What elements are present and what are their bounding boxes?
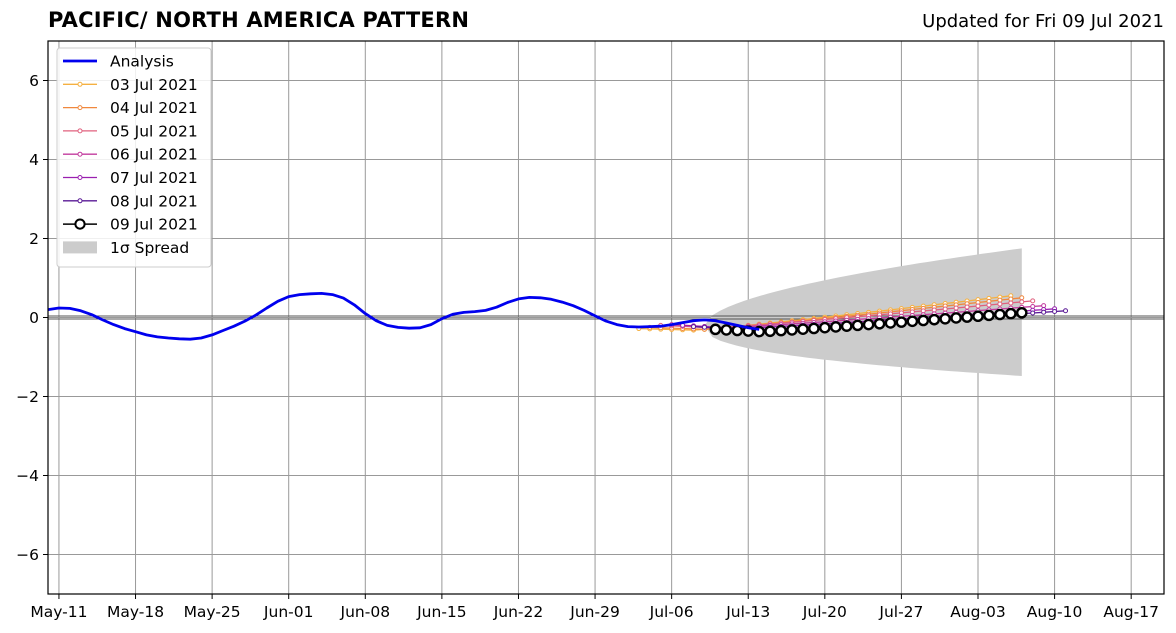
legend-marker xyxy=(77,81,83,87)
forecast-point xyxy=(953,305,959,311)
x-tick-label: Jun-01 xyxy=(263,603,314,621)
forecast-point xyxy=(819,321,831,334)
y-tick-label: 0 xyxy=(29,309,39,327)
forecast-point xyxy=(1008,296,1014,302)
forecast-point xyxy=(1041,309,1047,315)
x-tick-label: May-11 xyxy=(30,603,87,621)
x-tick-label: May-25 xyxy=(184,603,241,621)
forecast-point xyxy=(1005,307,1017,320)
y-tick-label: −2 xyxy=(16,388,39,406)
forecast-point xyxy=(851,319,864,332)
forecast-point xyxy=(840,320,853,332)
analysis-line xyxy=(47,291,760,341)
x-tick-label: Aug-10 xyxy=(1027,603,1083,621)
forecast-point xyxy=(1015,306,1028,319)
forecast-point xyxy=(691,324,697,330)
forecast-point xyxy=(1052,309,1058,315)
forecast-point xyxy=(873,317,886,330)
forecast-point xyxy=(975,303,981,309)
forecast-point xyxy=(994,308,1006,321)
forecast-point xyxy=(997,301,1003,307)
forecast-point xyxy=(895,316,908,328)
forecast-point xyxy=(829,321,842,333)
x-tick-label: Jul-13 xyxy=(725,603,770,621)
legend-label: 09 Jul 2021 xyxy=(110,216,198,234)
axis-ticks: −6 −4 −2 0 2 4 6 May-11 May-18 May-25 Jun-01 Jun-08… xyxy=(16,72,1159,621)
forecast-point xyxy=(983,309,995,322)
forecast-point xyxy=(906,315,919,328)
x-tick-label: Jun-15 xyxy=(416,603,467,621)
y-tick-label: −4 xyxy=(16,467,39,485)
forecast-point xyxy=(884,317,897,329)
forecast-point xyxy=(942,306,948,312)
x-tick-label: Aug-03 xyxy=(950,603,1006,621)
x-tick-label: Aug-17 xyxy=(1103,603,1159,621)
legend-label: 05 Jul 2021 xyxy=(110,122,198,140)
forecast-point xyxy=(972,310,984,323)
y-tick-label: −6 xyxy=(16,546,39,564)
grid-lines xyxy=(48,41,1164,594)
legend-label: 08 Jul 2021 xyxy=(110,192,198,210)
x-tick-label: May-18 xyxy=(107,603,164,621)
legend-marker xyxy=(77,105,83,111)
x-tick-label: Jun-22 xyxy=(493,603,544,621)
forecast-point xyxy=(709,323,722,336)
spread-band xyxy=(704,248,1022,376)
legend: Analysis 03 Jul 2021 04 Jul 2021 05 Jul 202… xyxy=(56,47,212,268)
legend-label: Analysis xyxy=(110,53,174,71)
forecast-point xyxy=(917,314,930,327)
x-tick-label: Jul-27 xyxy=(878,603,923,621)
x-tick-label: Jul-20 xyxy=(802,603,847,621)
legend-label: 07 Jul 2021 xyxy=(110,169,198,187)
y-tick-label: 6 xyxy=(29,72,39,90)
series-layer xyxy=(47,291,1069,341)
chart-subtitle: Updated for Fri 09 Jul 2021 xyxy=(922,11,1164,32)
forecast-point xyxy=(808,322,820,335)
y-tick-label: 2 xyxy=(29,230,39,248)
forecast-point xyxy=(862,318,875,331)
legend-marker xyxy=(77,198,83,204)
forecast-point xyxy=(928,313,941,326)
forecast-point xyxy=(701,324,707,330)
legend-label: 04 Jul 2021 xyxy=(110,99,198,117)
forecast-point xyxy=(764,325,776,338)
x-tick-label: Jun-29 xyxy=(569,603,620,621)
legend-marker xyxy=(77,175,83,180)
x-tick-label: Jun-08 xyxy=(340,603,391,621)
forecast-point xyxy=(1030,298,1036,304)
forecast-point xyxy=(1041,303,1047,309)
forecast-point xyxy=(720,324,733,336)
legend-marker xyxy=(77,151,83,157)
forecast-point xyxy=(1019,299,1025,305)
spread-band-layer xyxy=(704,248,1022,376)
legend-label: 1σ Spread xyxy=(110,239,189,257)
legend-label: 06 Jul 2021 xyxy=(110,146,198,164)
forecast-point xyxy=(786,324,798,336)
forecast-point xyxy=(964,304,970,310)
x-tick-label: Jul-06 xyxy=(649,603,694,621)
forecast-point xyxy=(1019,295,1025,301)
forecast-point xyxy=(797,323,809,336)
forecast-point xyxy=(931,307,937,313)
forecast-point xyxy=(950,312,962,324)
legend-swatch xyxy=(63,241,97,254)
chart-title: PACIFIC/ NORTH AMERICA PATTERN xyxy=(48,8,470,32)
forecast-point xyxy=(939,312,951,325)
forecast-point xyxy=(1008,300,1014,306)
forecast-point xyxy=(1063,308,1069,314)
forecast-point xyxy=(986,302,992,308)
forecast-point xyxy=(1030,310,1036,316)
legend-marker xyxy=(77,128,83,134)
legend-box xyxy=(56,47,212,268)
y-tick-label: 4 xyxy=(29,151,39,169)
legend-label: 03 Jul 2021 xyxy=(110,76,198,94)
forecast-point xyxy=(775,324,787,337)
legend-marker xyxy=(74,218,86,230)
forecast-point xyxy=(961,311,973,323)
